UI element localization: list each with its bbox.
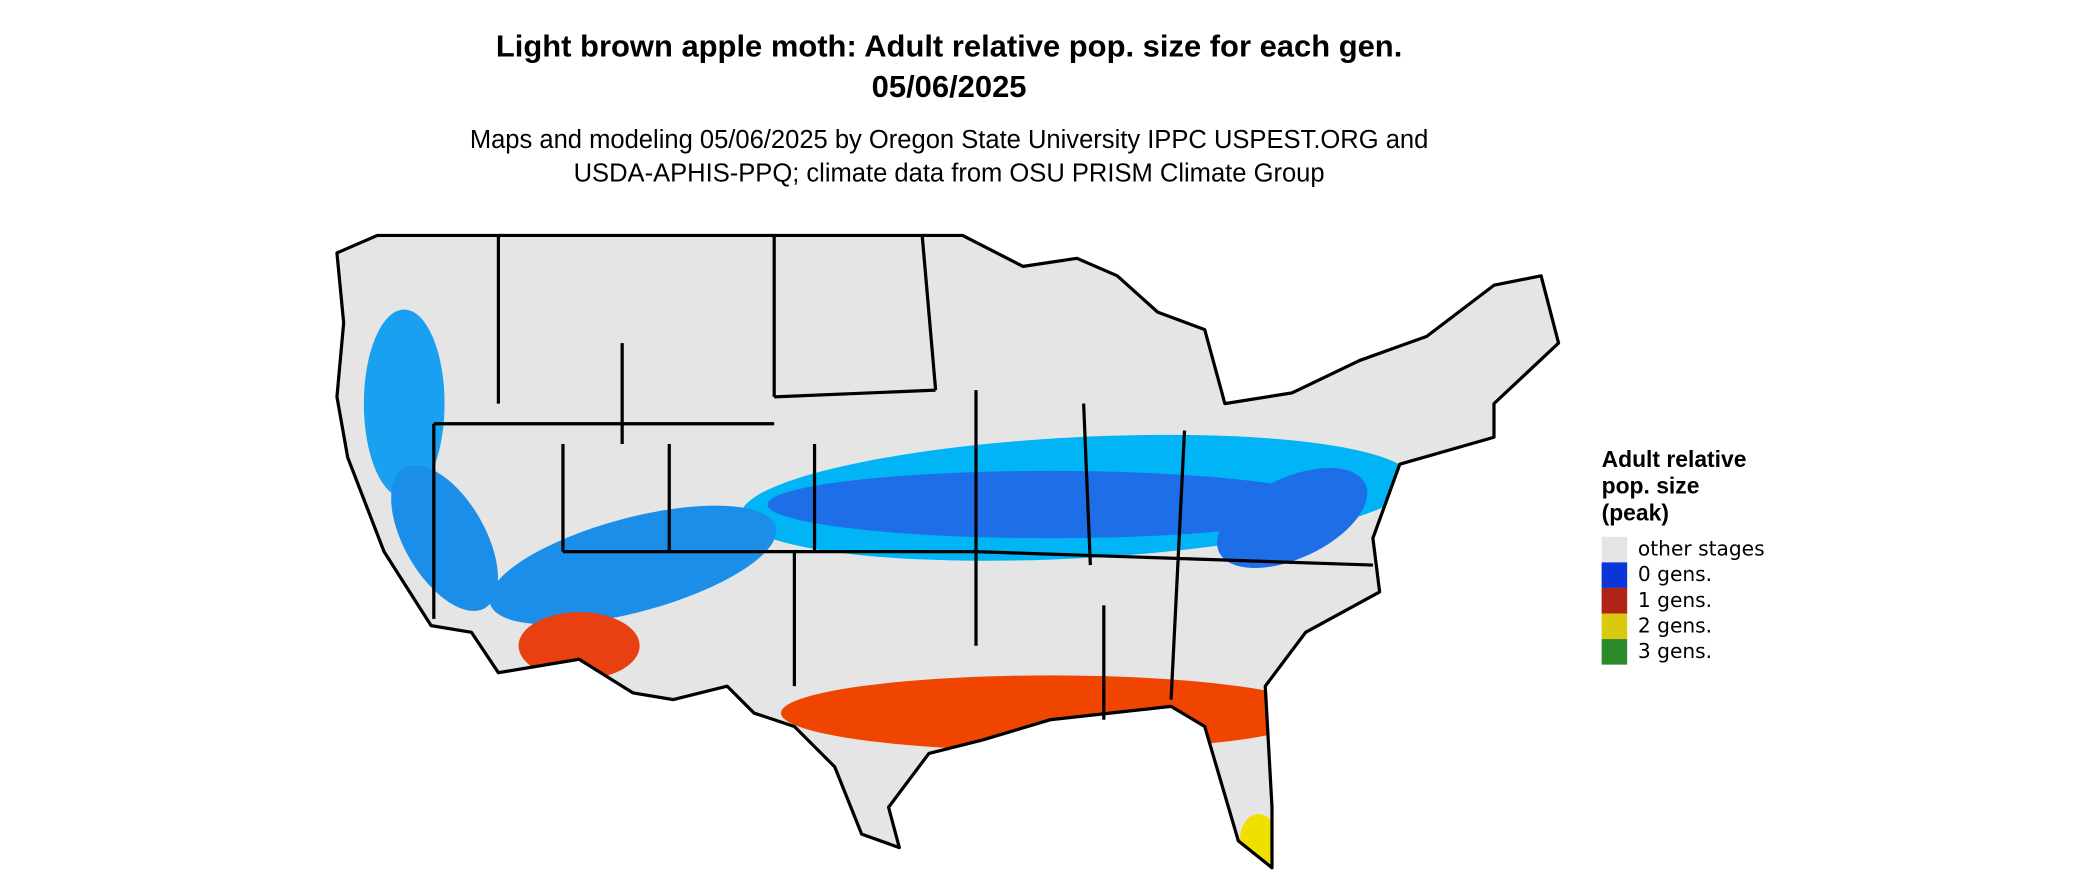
subtitle: Maps and modeling 05/06/2025 by Oregon S… — [470, 126, 1429, 154]
legend-swatch — [1601, 587, 1628, 614]
legend-label: 0 gens. — [1638, 562, 1712, 586]
legend-title: Adult relative — [1602, 446, 1747, 472]
title: 05/06/2025 — [872, 69, 1027, 104]
state-borders — [335, 233, 1561, 870]
legend-swatch — [1601, 639, 1628, 665]
legend-label: 1 gens. — [1638, 588, 1712, 612]
title: Light brown apple moth: Adult relative p… — [496, 29, 1402, 64]
legend-title: pop. size — [1602, 473, 1700, 499]
legend-label: other stages — [1638, 537, 1765, 561]
subtitle: USDA-APHIS-PPQ; climate data from OSU PR… — [574, 160, 1325, 188]
legend-swatch — [1601, 613, 1628, 640]
legend-label: 2 gens. — [1638, 613, 1712, 637]
legend-swatch — [1601, 562, 1628, 588]
legend-title: (peak) — [1602, 500, 1669, 526]
legend-label: 3 gens. — [1638, 639, 1712, 663]
legend-swatch — [1601, 536, 1628, 563]
